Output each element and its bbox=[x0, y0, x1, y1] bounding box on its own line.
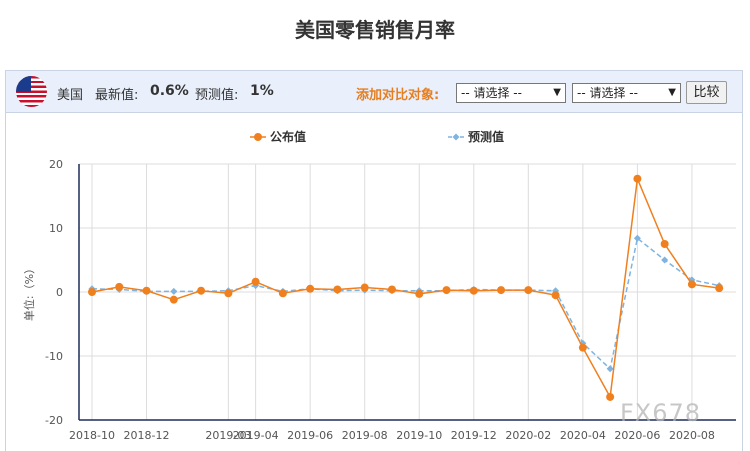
series-line-actual bbox=[91, 175, 720, 400]
forecast-point bbox=[661, 256, 669, 264]
x-tick-label: 2019-12 bbox=[451, 429, 497, 442]
y-tick-label: -10 bbox=[45, 350, 63, 363]
actual-point bbox=[606, 392, 615, 401]
actual-point bbox=[497, 286, 506, 295]
actual-point bbox=[715, 284, 724, 293]
y-tick-label: 10 bbox=[49, 222, 63, 235]
actual-point bbox=[660, 240, 669, 248]
actual-point bbox=[278, 289, 287, 298]
y-tick-label: -20 bbox=[45, 414, 63, 427]
add-compare-label: 添加对比对象: bbox=[356, 88, 440, 103]
actual-point bbox=[578, 343, 587, 352]
compare-select-1[interactable]: -- 请选择 -- ▼ bbox=[456, 83, 566, 103]
legend-marker bbox=[254, 133, 262, 141]
x-tick-label: 2019-08 bbox=[342, 429, 388, 442]
latest-value-label: 最新值: bbox=[95, 88, 139, 103]
y-tick-label: 20 bbox=[49, 158, 63, 171]
actual-point bbox=[633, 174, 642, 183]
legend: 公布值 预测值 bbox=[250, 129, 504, 144]
x-tick-label: 2019-06 bbox=[287, 429, 333, 442]
x-tick-label: 2020-04 bbox=[560, 429, 606, 442]
watermark: FX678 bbox=[620, 399, 702, 427]
forecast-point bbox=[633, 234, 641, 242]
actual-point bbox=[551, 291, 560, 300]
chart-panel: 美国 最新值: 0.6% 预测值: 1% 添加对比对象: -- 请选择 -- ▼… bbox=[5, 70, 743, 451]
forecast-value-label: 预测值: bbox=[195, 88, 239, 103]
actual-point bbox=[360, 283, 369, 292]
x-tick-label: 2019-03 bbox=[205, 429, 251, 442]
forecast-point bbox=[606, 365, 614, 373]
latest-value: 0.6% bbox=[150, 83, 189, 99]
chevron-down-icon: ▼ bbox=[553, 87, 561, 98]
x-tick-label: 2020-06 bbox=[614, 429, 660, 442]
x-tick-label: 2020-08 bbox=[669, 429, 715, 442]
actual-point bbox=[142, 286, 151, 295]
y-tick-label: 0 bbox=[56, 286, 63, 299]
legend-marker bbox=[452, 133, 460, 141]
actual-point bbox=[469, 286, 478, 295]
actual-point bbox=[387, 285, 396, 294]
actual-point bbox=[333, 285, 342, 294]
actual-point bbox=[687, 280, 696, 289]
actual-point bbox=[169, 295, 178, 304]
legend-label: 预测值 bbox=[468, 129, 504, 144]
actual-point bbox=[251, 277, 260, 286]
actual-point bbox=[197, 286, 206, 295]
x-tick-label: 2019-04 bbox=[233, 429, 279, 442]
compare-select-1-value: -- 请选择 -- bbox=[461, 86, 522, 100]
forecast-point bbox=[170, 287, 178, 295]
x-tick-label: 2019-10 bbox=[396, 429, 442, 442]
actual-point bbox=[224, 289, 233, 298]
page-title: 美国零售销售月率 bbox=[295, 18, 455, 42]
legend-label: 公布值 bbox=[270, 129, 306, 144]
actual-point bbox=[415, 289, 424, 298]
actual-point bbox=[442, 286, 451, 295]
compare-select-2-value: -- 请选择 -- bbox=[577, 86, 638, 100]
x-tick-label: 2018-10 bbox=[69, 429, 115, 442]
actual-point bbox=[306, 284, 315, 293]
us-flag-icon bbox=[16, 76, 47, 107]
x-tick-label: 2018-12 bbox=[124, 429, 170, 442]
info-bar: 美国 最新值: 0.6% 预测值: 1% 添加对比对象: -- 请选择 -- ▼… bbox=[6, 71, 742, 113]
compare-button[interactable]: 比较 bbox=[686, 81, 727, 104]
actual-point bbox=[115, 282, 124, 291]
actual-point bbox=[88, 288, 96, 296]
compare-select-2[interactable]: -- 请选择 -- ▼ bbox=[572, 83, 681, 103]
y-axis-label: 单位:（%） bbox=[22, 263, 36, 321]
x-tick-label: 2020-02 bbox=[505, 429, 551, 442]
actual-point bbox=[524, 286, 533, 295]
series-layer bbox=[88, 174, 724, 401]
series-line-forecast bbox=[91, 236, 720, 371]
country-name: 美国 bbox=[57, 88, 84, 103]
forecast-value: 1% bbox=[250, 83, 274, 99]
chevron-down-icon: ▼ bbox=[668, 87, 676, 98]
